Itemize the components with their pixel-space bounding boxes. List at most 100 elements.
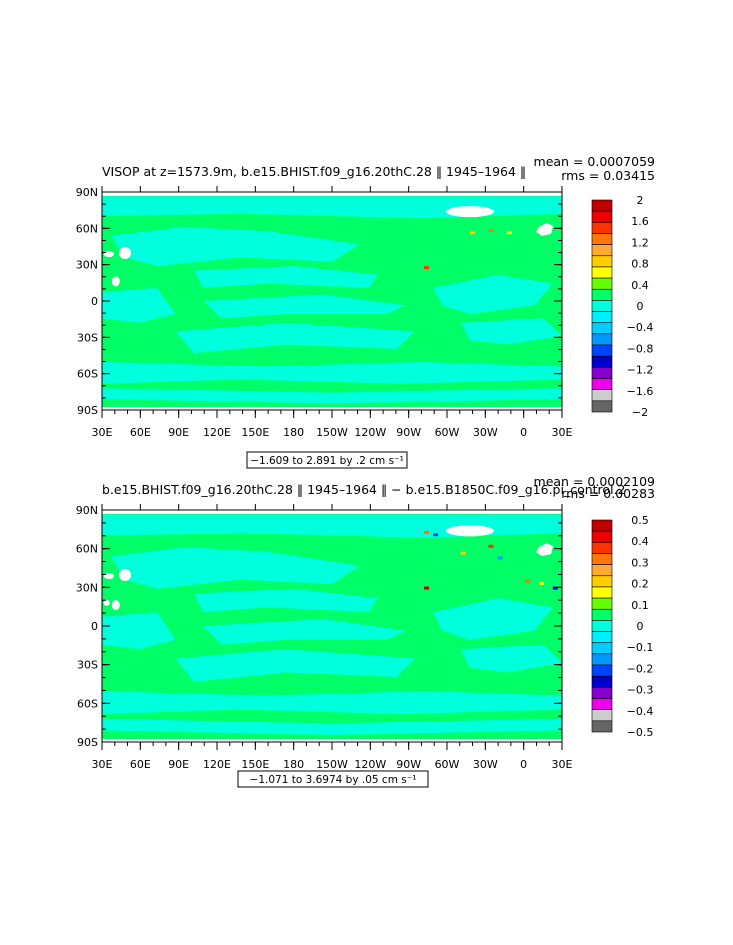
x-tick-label: 120E bbox=[203, 426, 231, 439]
colorbar-label: −2 bbox=[632, 406, 648, 419]
colorbar-cell bbox=[591, 675, 613, 688]
colorbar-cell bbox=[591, 255, 613, 268]
range-text: −1.071 to 3.6974 by .05 cm s⁻¹ bbox=[250, 774, 417, 786]
colorbar-label: 2 bbox=[637, 194, 644, 207]
colorbar-cell bbox=[591, 233, 613, 245]
data-cell bbox=[424, 266, 429, 270]
colorbar-cell bbox=[591, 311, 613, 324]
colorbar-cell bbox=[591, 288, 613, 301]
colorbar-cell bbox=[591, 664, 613, 677]
colorbar-cell bbox=[591, 709, 613, 722]
x-tick-label: 120E bbox=[203, 758, 231, 771]
x-tick-label: 150W bbox=[316, 426, 348, 439]
colorbar-cell bbox=[591, 333, 613, 346]
colorbar-cell bbox=[591, 597, 613, 610]
y-tick-label: 90S bbox=[77, 404, 98, 417]
colorbar-cell bbox=[591, 575, 613, 588]
y-tick-label: 30N bbox=[76, 581, 98, 594]
data-cell bbox=[525, 579, 531, 583]
range-box bbox=[237, 770, 429, 788]
data-cell bbox=[488, 229, 494, 233]
chart-title: VISOP at z=1573.9m, b.e15.BHIST.f09_g16.… bbox=[102, 164, 526, 179]
x-tick-label: 0 bbox=[520, 758, 527, 771]
land-patch bbox=[119, 247, 131, 260]
land-patch bbox=[111, 600, 120, 611]
y-tick-label: 0 bbox=[91, 295, 98, 308]
x-tick-label: 150E bbox=[241, 758, 269, 771]
y-tick-label: 0 bbox=[91, 620, 98, 633]
x-tick-label: 30E bbox=[92, 426, 113, 439]
colorbar-label: −0.1 bbox=[627, 641, 654, 654]
mean-label: mean = 0.0007059 bbox=[534, 154, 656, 169]
data-cell bbox=[424, 530, 429, 534]
colorbar-cell bbox=[591, 720, 613, 733]
colorbar-label: −0.3 bbox=[627, 684, 654, 697]
x-tick-label: 30E bbox=[552, 426, 573, 439]
x-tick-label: 150W bbox=[316, 758, 348, 771]
data-cell bbox=[497, 556, 503, 560]
panel-bottom: b.e15.BHIST.f09_g16.20thC.28 ‖ 1945–1964… bbox=[76, 474, 656, 788]
y-tick-label: 60N bbox=[76, 543, 98, 556]
colorbar-label: −0.4 bbox=[627, 705, 654, 718]
colorbar-label: 0.4 bbox=[631, 279, 649, 292]
y-tick-label: 30S bbox=[77, 659, 98, 672]
data-cell bbox=[433, 533, 439, 537]
greenland-land bbox=[446, 525, 494, 537]
colorbar-cell bbox=[591, 378, 613, 390]
colorbar-cell bbox=[591, 542, 613, 554]
ocean-region bbox=[460, 318, 562, 345]
ocean-region bbox=[102, 287, 176, 323]
x-tick-label: 60E bbox=[130, 758, 151, 771]
data-cell bbox=[552, 586, 558, 590]
iceland-land bbox=[536, 222, 553, 236]
x-tick-label: 60E bbox=[130, 426, 151, 439]
ocean-region bbox=[203, 294, 406, 319]
colorbar-cell bbox=[591, 244, 613, 257]
ocean-region bbox=[433, 274, 553, 315]
land-patch bbox=[111, 276, 120, 287]
x-tick-label: 0 bbox=[520, 426, 527, 439]
colorbar-cell bbox=[591, 344, 613, 357]
x-tick-label: 90W bbox=[396, 426, 421, 439]
x-tick-label: 180 bbox=[283, 758, 304, 771]
colorbar-label: 1.6 bbox=[631, 215, 649, 228]
arctic-land bbox=[102, 510, 562, 514]
colorbar-label: 0.2 bbox=[631, 578, 649, 591]
rms-label: rms = 0.00283 bbox=[561, 486, 655, 501]
x-tick-label: 120W bbox=[354, 758, 386, 771]
land-patch bbox=[103, 251, 114, 258]
land-patch bbox=[119, 568, 131, 581]
colorbar-cell bbox=[591, 519, 613, 532]
colorbar-cell bbox=[591, 631, 613, 644]
colorbar-label: −0.2 bbox=[627, 662, 654, 675]
colorbar-label: −1.2 bbox=[627, 364, 654, 377]
y-tick-label: 30N bbox=[76, 259, 98, 272]
colorbar-label: −0.8 bbox=[627, 342, 654, 355]
colorbar-cell bbox=[591, 553, 613, 565]
range-box bbox=[246, 451, 408, 469]
colorbar-label: −0.5 bbox=[627, 726, 654, 739]
colorbar-cell bbox=[591, 355, 613, 368]
y-tick-label: 90N bbox=[76, 504, 98, 517]
colorbar-label: −0.4 bbox=[627, 321, 654, 334]
ocean-region bbox=[102, 691, 562, 715]
land-patch bbox=[103, 573, 114, 580]
y-tick-label: 90N bbox=[76, 186, 98, 199]
colorbar-cell bbox=[591, 620, 613, 632]
x-tick-label: 150E bbox=[241, 426, 269, 439]
mean-label: mean = 0.0002109 bbox=[534, 474, 656, 489]
range-text: −1.609 to 2.891 by .2 cm s⁻¹ bbox=[250, 455, 404, 467]
data-cell bbox=[539, 581, 544, 585]
colorbar-cell bbox=[591, 199, 613, 212]
colorbar-cell bbox=[591, 266, 613, 279]
x-tick-label: 60W bbox=[435, 426, 460, 439]
colorbar-label: 0.5 bbox=[631, 514, 649, 527]
ocean-region bbox=[111, 547, 360, 589]
x-tick-label: 180 bbox=[283, 426, 304, 439]
ocean-region bbox=[460, 644, 562, 673]
colorbar-cell bbox=[591, 608, 613, 621]
colorbar-cell bbox=[591, 277, 613, 290]
antarctica-land bbox=[102, 739, 562, 742]
x-tick-label: 90E bbox=[168, 426, 189, 439]
